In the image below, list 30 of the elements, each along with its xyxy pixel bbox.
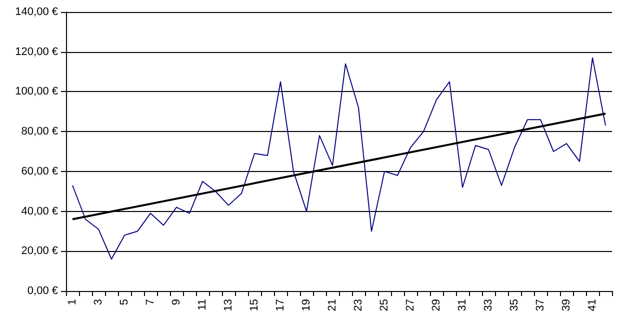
- y-tick-label: 20,00 €: [21, 245, 58, 258]
- y-tick-label: 0,00 €: [27, 285, 58, 297]
- x-tick-label: 5: [118, 299, 130, 306]
- y-tick-label: 120,00 €: [15, 46, 58, 58]
- x-tick-label: 15: [248, 299, 260, 312]
- line-series: [72, 57, 606, 260]
- x-tick-label: 21: [326, 299, 338, 312]
- x-tick-label: 31: [456, 299, 468, 312]
- y-tick-label: 40,00 €: [21, 205, 58, 218]
- x-tick-label: 39: [560, 299, 572, 312]
- x-tick-label: 13: [222, 299, 234, 312]
- x-tick-label: 3: [92, 299, 104, 306]
- x-tick-label: 27: [404, 299, 416, 312]
- x-tick-label: 37: [534, 299, 546, 312]
- x-tick-label: 7: [144, 299, 156, 306]
- x-tick-label: 29: [430, 299, 442, 312]
- x-tick-label: 33: [482, 299, 494, 312]
- y-tick-label: 100,00 €: [15, 86, 58, 98]
- y-tick-label: 60,00 €: [21, 165, 58, 178]
- x-tick-label: 19: [300, 299, 312, 312]
- x-tick-label: 11: [196, 299, 208, 310]
- x-tick-label: 41: [586, 299, 598, 312]
- x-tick-label: 23: [352, 299, 364, 312]
- x-tick-label: 25: [378, 299, 390, 312]
- y-tick-label: 80,00 €: [21, 126, 58, 138]
- x-tick-label: 17: [274, 299, 286, 312]
- y-tick-label: 140,00 €: [15, 6, 58, 18]
- x-tick-label: 1: [66, 299, 78, 306]
- x-tick-label: 9: [170, 299, 182, 306]
- x-tick-label: 35: [508, 299, 520, 312]
